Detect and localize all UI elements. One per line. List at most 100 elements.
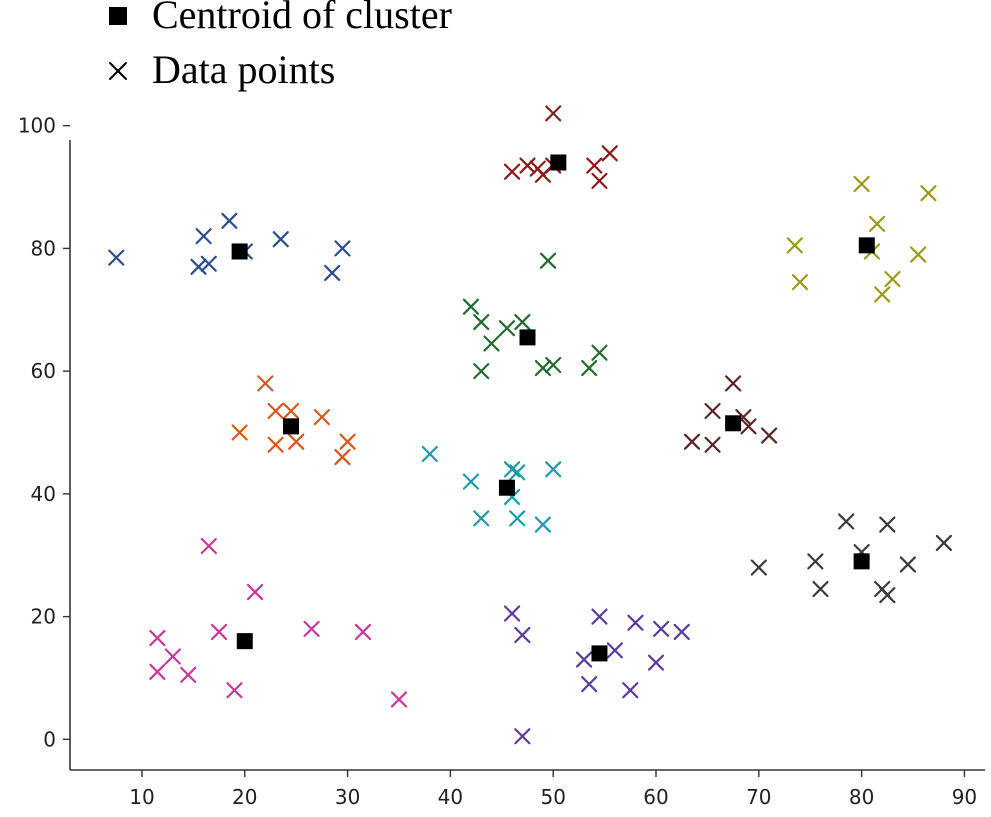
data-point-stroke <box>591 608 608 625</box>
data-point <box>519 157 536 174</box>
legend-label: Centroid of cluster <box>152 0 452 37</box>
data-point <box>868 215 886 232</box>
data-point-stroke <box>514 728 531 745</box>
data-point <box>879 587 896 604</box>
data-point <box>288 433 305 450</box>
data-point <box>180 666 197 683</box>
data-point <box>627 614 644 631</box>
data-point <box>473 313 490 331</box>
x-tick-label: 40 <box>438 785 463 809</box>
data-point-stroke <box>503 488 521 506</box>
data-point <box>812 580 829 598</box>
centroid-olive <box>858 237 875 254</box>
legend-x-icon <box>109 62 127 80</box>
data-point <box>740 418 757 435</box>
data-point <box>920 185 937 202</box>
data-point <box>514 626 531 644</box>
data-point <box>879 516 896 533</box>
data-point <box>313 409 330 426</box>
x-tick-label: 60 <box>643 785 668 809</box>
data-point-stroke <box>935 534 952 552</box>
centroid-black <box>853 553 870 570</box>
cluster-red <box>503 105 618 190</box>
data-point-stroke <box>514 313 531 331</box>
data-point-stroke <box>334 240 351 257</box>
data-point <box>509 464 526 481</box>
y-tick-label: 100 <box>18 114 56 138</box>
data-point <box>761 427 778 444</box>
data-point-stroke <box>853 175 870 193</box>
data-point-stroke <box>807 553 824 570</box>
data-point-stroke <box>226 682 243 699</box>
legend-label: Data points <box>152 47 335 92</box>
legend: Centroid of cluster Data points <box>109 0 452 92</box>
data-point-stroke <box>539 252 557 269</box>
data-point-stroke <box>164 648 181 665</box>
data-point-stroke <box>200 537 217 555</box>
data-point-stroke <box>473 510 490 527</box>
data-point-stroke <box>838 513 855 530</box>
data-point-stroke <box>606 642 623 659</box>
legend-x-stroke <box>109 62 127 80</box>
data-point-stroke <box>108 249 125 266</box>
centroid-purple <box>591 645 608 662</box>
data-point <box>539 252 557 269</box>
cluster-maroon <box>683 375 778 453</box>
data-point-stroke <box>622 682 639 699</box>
data-point <box>874 286 891 303</box>
data-point-stroke <box>910 246 927 263</box>
data-point <box>704 402 721 420</box>
data-point <box>935 534 952 552</box>
data-point-stroke <box>586 157 603 174</box>
data-point-stroke <box>503 605 521 622</box>
data-point <box>575 651 593 668</box>
data-point <box>272 231 289 248</box>
data-point-stroke <box>267 436 284 453</box>
data-point-stroke <box>339 433 356 450</box>
data-point-stroke <box>879 587 896 604</box>
x-tick-label: 90 <box>952 785 977 809</box>
data-point <box>591 608 608 625</box>
data-point <box>899 556 916 573</box>
data-point-stroke <box>725 375 742 392</box>
data-point-stroke <box>899 556 916 573</box>
data-point-stroke <box>786 237 803 254</box>
data-point <box>421 445 438 463</box>
data-point-stroke <box>791 274 809 291</box>
centroid-cyan <box>498 479 515 496</box>
data-point-stroke <box>421 445 438 463</box>
data-point-stroke <box>473 363 490 380</box>
data-point <box>354 623 372 641</box>
data-point <box>545 356 562 374</box>
data-point <box>791 274 809 291</box>
data-point <box>195 228 212 245</box>
data-point-stroke <box>627 614 644 631</box>
data-point <box>853 175 870 193</box>
data-point-stroke <box>884 270 901 288</box>
cluster-purple <box>503 605 690 745</box>
data-point <box>226 682 243 699</box>
x-tick-label: 10 <box>129 785 154 809</box>
data-point-stroke <box>879 516 896 533</box>
data-point-stroke <box>221 212 238 229</box>
data-point <box>303 620 320 637</box>
data-point <box>750 559 767 576</box>
data-point <box>503 605 521 622</box>
data-point-stroke <box>575 651 593 668</box>
data-point <box>267 402 284 420</box>
data-point <box>462 473 480 490</box>
data-point-stroke <box>288 433 305 450</box>
data-point <box>334 448 351 466</box>
data-point <box>503 163 521 180</box>
data-point-stroke <box>868 215 886 232</box>
cluster-blue <box>108 212 351 282</box>
data-point-stroke <box>581 359 598 377</box>
y-tick-label: 0 <box>43 727 56 751</box>
data-point-stroke <box>498 320 516 337</box>
data-point-stroke <box>231 424 248 441</box>
legend-entry-centroid: Centroid of cluster <box>109 0 452 37</box>
data-point <box>606 642 623 659</box>
data-point <box>324 264 341 282</box>
data-point-stroke <box>514 626 531 644</box>
centroid-red <box>550 154 567 171</box>
